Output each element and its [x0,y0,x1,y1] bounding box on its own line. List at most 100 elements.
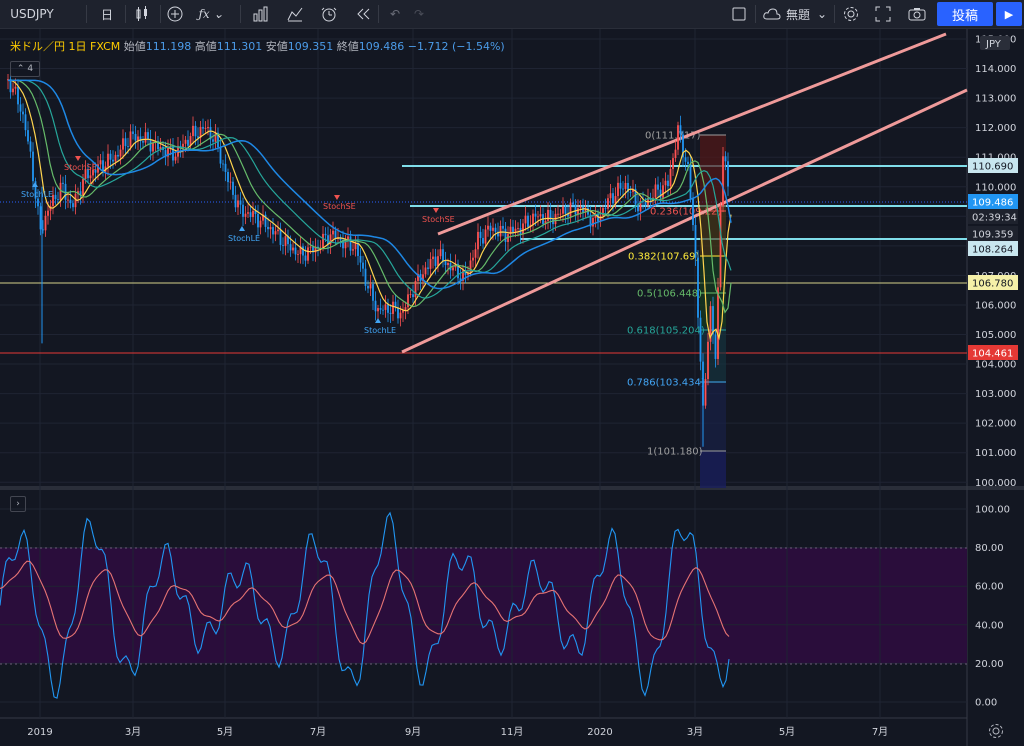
redo-icon[interactable]: ↷ [413,7,425,21]
candle-body [569,202,572,217]
chevron-down-icon[interactable]: ⌄ [816,7,828,21]
candle-body [214,132,217,142]
time-tick-label: 7月 [872,726,888,738]
price-tag-label: 02:39:34 [972,213,1017,224]
candle-body [297,254,299,255]
candle-body [247,212,249,214]
candle-body [407,294,409,308]
templates-icon[interactable] [284,0,306,28]
time-tick-label: 2020 [587,727,612,738]
play-icon[interactable]: ▶ [996,2,1022,26]
legend-high: 111.301 [216,40,263,53]
time-axis[interactable]: 2019 3月 5月 7月 9月 11月 2020 3月 5月 7月 [27,726,888,738]
price-tag [968,158,1018,173]
candle-body [589,214,592,227]
candle-body [197,136,199,138]
osc-tick-label: 0.00 [975,698,997,709]
chart-type-candle-icon[interactable] [130,0,154,28]
financials-bars-icon[interactable] [250,0,272,28]
candle-body [392,301,394,314]
price-tick-label: 114.000 [975,64,1016,75]
candle-body [187,139,189,146]
legend-symbol: 米ドル／円 [10,40,65,53]
candle-body [369,284,372,289]
candle-body [609,193,612,199]
candle-body [274,231,277,235]
candle-body [499,225,502,237]
candle-body [577,208,579,215]
candle-body [527,215,529,227]
snapshot-camera-icon[interactable] [906,0,928,28]
candle-body [124,138,127,147]
price-tag-label: 104.461 [972,349,1013,360]
currency-badge [980,36,1010,50]
publish-button[interactable]: 投稿 [937,2,993,26]
candle-body [687,161,689,164]
symbol-search[interactable]: USDJPY [10,7,54,21]
interval-selector[interactable]: 日 [100,7,113,22]
candle-body [377,308,379,312]
oscillator-axis[interactable]: 100.00 80.00 60.00 40.00 20.00 0.00 [975,505,1010,709]
candle-body [564,206,567,214]
strategy-label: StochLE [228,234,260,243]
candle-body [204,128,207,129]
candle-body [524,215,527,224]
price-tick-label: 112.000 [975,123,1016,134]
candle-body [37,198,39,207]
fib-label: 1(101.180) [647,447,703,458]
candle-body [684,157,687,162]
replay-icon[interactable] [352,0,374,28]
candle-body [192,125,194,137]
price-tag [968,226,1018,241]
layout-square-icon[interactable] [728,0,750,28]
candle-body [639,201,642,212]
candle-body [512,226,514,233]
candle-body [42,229,44,231]
candle-body [632,188,634,192]
price-tag [968,275,1018,290]
price-tick-label: 113.000 [975,94,1016,105]
price-axis[interactable]: 115.000114.000113.000112.000111.000110.0… [968,35,1018,489]
candle-body [87,169,89,179]
candle-body [77,191,79,194]
legend-low-label: 安値 [265,40,288,53]
candle-body [72,203,74,208]
candle-body [54,194,57,200]
candle-body [17,86,19,105]
candle-body [199,126,202,138]
candle-body [234,194,237,208]
layout-name[interactable]: 無題 [785,7,810,22]
candle-body [202,126,204,129]
candle-body [409,294,412,296]
trend-channels [401,32,968,354]
chart-settings-gear-icon[interactable] [989,724,1003,738]
candle-body [262,214,264,221]
candle-body [522,223,524,235]
osc-tick-label: 40.00 [975,620,1004,631]
fullscreen-icon[interactable] [872,0,894,28]
oscillator-expand-icon[interactable]: › [10,496,26,512]
candle-body [434,256,437,266]
undo-icon[interactable]: ↶ [389,7,401,21]
settings-gear-icon[interactable] [840,0,862,28]
candle-body [307,247,309,261]
candle-body [364,268,367,286]
candle-body [244,213,247,217]
candle-body [394,301,397,308]
indicators-toggle[interactable]: ⌃ 4 [10,61,40,77]
candle-body [549,209,552,220]
stoch-k-line [0,511,730,699]
legend-high-label: 高値 [194,40,217,53]
indicators-fx-icon[interactable]: ƒx ⌄ [198,7,224,21]
candle-body [559,213,562,215]
compare-plus-icon[interactable] [164,0,186,28]
candle-body [119,149,122,157]
candle-body [489,225,492,231]
candle-body [539,214,542,217]
legend-open: 111.198 [145,40,192,53]
alert-clock-icon[interactable] [318,0,340,28]
fib-label: 0(111.717) [645,131,701,142]
ma-fast-line [8,79,732,341]
candle-body [657,184,659,190]
